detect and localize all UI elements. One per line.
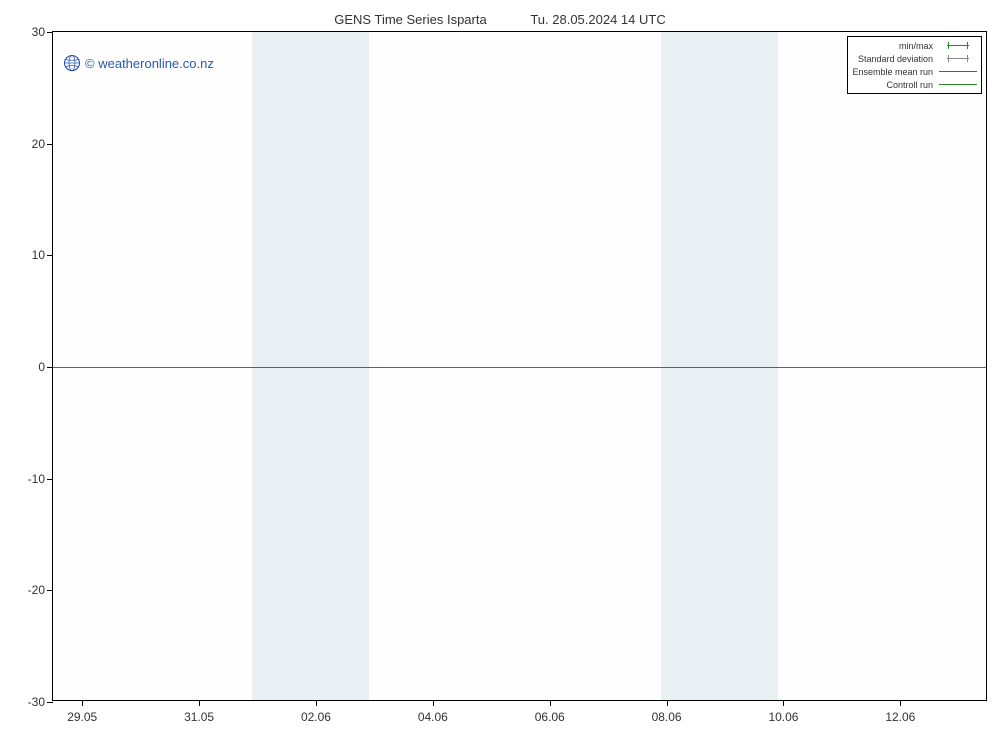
- legend-row: Controll run: [852, 78, 977, 91]
- y-tick-mark: [47, 32, 53, 33]
- y-tick-mark: [47, 367, 53, 368]
- y-tick-mark: [47, 590, 53, 591]
- legend-row: min/max: [852, 39, 977, 52]
- watermark-copyright: ©: [85, 56, 95, 71]
- watermark-text: weatheronline.co.nz: [98, 56, 214, 71]
- weekend-band: [252, 32, 369, 700]
- zero-line: [53, 367, 986, 368]
- legend-label: Controll run: [886, 80, 933, 90]
- x-tick-mark: [316, 700, 317, 706]
- x-tick-mark: [82, 700, 83, 706]
- y-tick-mark: [47, 144, 53, 145]
- legend-swatch: [939, 80, 977, 90]
- x-tick-mark: [900, 700, 901, 706]
- legend-swatch: [939, 41, 977, 51]
- legend: min/max Standard deviation Ensemble mean r…: [847, 36, 982, 94]
- legend-label: Ensemble mean run: [852, 67, 933, 77]
- title-right: Tu. 28.05.2024 14 UTC: [530, 12, 665, 27]
- legend-label: min/max: [899, 41, 933, 51]
- x-tick-mark: [550, 700, 551, 706]
- weekend-band: [661, 32, 778, 700]
- y-tick-mark: [47, 479, 53, 480]
- y-tick-mark: [47, 702, 53, 703]
- x-tick-mark: [667, 700, 668, 706]
- y-tick-mark: [47, 255, 53, 256]
- plot-area: © weatheronline.co.nz -30-20-100102030 2…: [52, 31, 987, 701]
- title-left: GENS Time Series Isparta: [334, 12, 486, 27]
- legend-label: Standard deviation: [858, 54, 933, 64]
- globe-icon: [63, 54, 81, 72]
- legend-row: Ensemble mean run: [852, 65, 977, 78]
- x-tick-mark: [433, 700, 434, 706]
- chart-container: GENS Time Series Isparta Tu. 28.05.2024 …: [0, 0, 1000, 733]
- legend-swatch: [939, 54, 977, 64]
- legend-swatch: [939, 67, 977, 77]
- x-tick-mark: [199, 700, 200, 706]
- legend-row: Standard deviation: [852, 52, 977, 65]
- watermark: © weatheronline.co.nz: [63, 54, 214, 72]
- x-tick-mark: [783, 700, 784, 706]
- chart-title: GENS Time Series Isparta Tu. 28.05.2024 …: [0, 12, 1000, 27]
